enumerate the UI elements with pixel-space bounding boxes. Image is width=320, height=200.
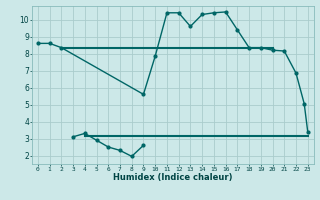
X-axis label: Humidex (Indice chaleur): Humidex (Indice chaleur): [113, 173, 233, 182]
